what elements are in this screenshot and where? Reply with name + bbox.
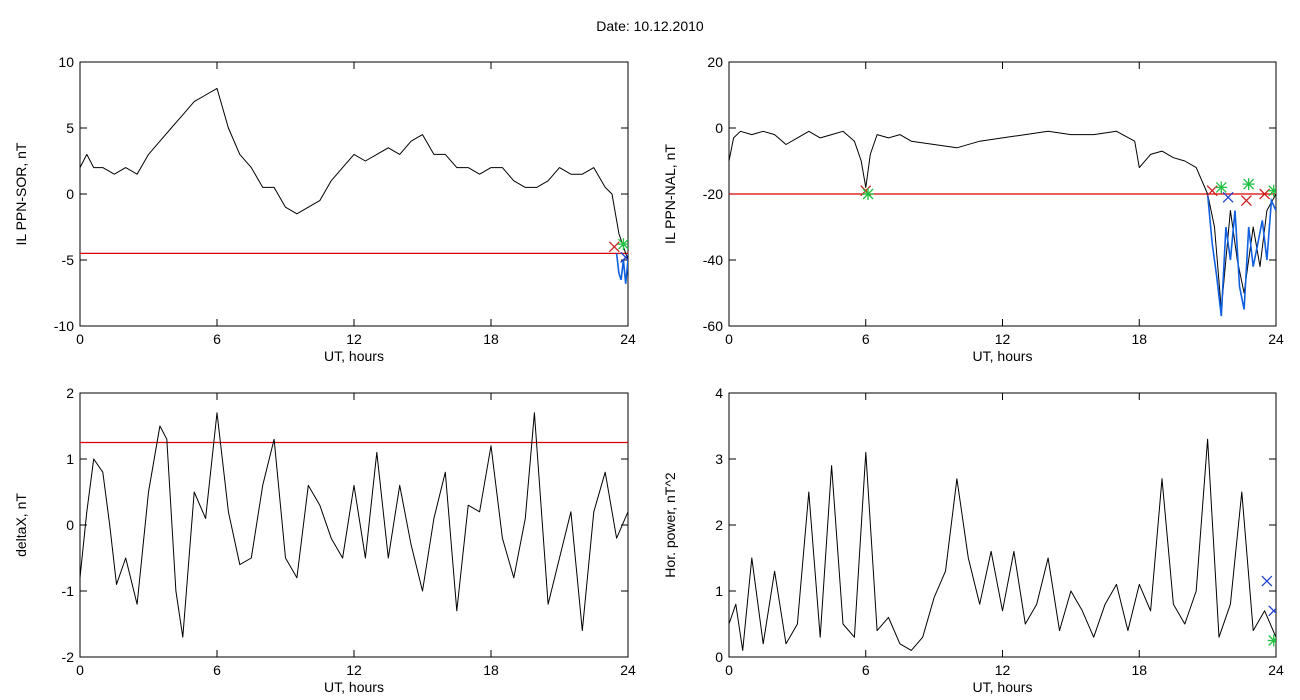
- x-tick-label: 12: [995, 331, 1011, 347]
- plot-area: [729, 130, 1276, 317]
- y-tick-label: 0: [715, 649, 723, 665]
- marker-blue-cross: [1261, 575, 1273, 587]
- marker-green-star: [1267, 184, 1276, 197]
- x-axis-label: UT, hours: [973, 348, 1033, 364]
- y-tick-label: -2: [62, 649, 75, 665]
- marker-green-star: [617, 238, 628, 251]
- x-tick-label: 24: [1268, 662, 1284, 678]
- x-tick-label: 18: [1131, 662, 1147, 678]
- y-tick-label: -40: [703, 252, 723, 268]
- y-tick-label: -60: [703, 318, 723, 334]
- x-tick-label: 18: [1131, 331, 1147, 347]
- y-tick-label: 0: [66, 186, 74, 202]
- x-tick-label: 6: [213, 662, 221, 678]
- y-tick-label: -10: [54, 318, 74, 334]
- y-tick-label: 3: [715, 451, 723, 467]
- x-tick-label: 6: [862, 662, 870, 678]
- y-axis-label: IL PPN-NAL, nT: [662, 144, 678, 244]
- figure-title: Date: 10.12.2010: [596, 18, 704, 34]
- x-tick-label: 0: [76, 662, 84, 678]
- panel-ppn-nal: 0 6 12 18 24 -60 -40 -20 0 20 UT, hours IL PPN-NAL,…: [662, 54, 1284, 364]
- y-tick-label: 0: [715, 120, 723, 136]
- marker-blue-cross: [1268, 605, 1276, 617]
- x-tick-label: 24: [1268, 331, 1284, 347]
- y-tick-label: 1: [66, 451, 74, 467]
- series-line: [729, 130, 1276, 310]
- marker-green-star: [1267, 634, 1276, 647]
- series-line: [80, 87, 628, 261]
- x-tick-label: 0: [76, 331, 84, 347]
- exceedance-line: [1206, 193, 1276, 317]
- plot-area: [80, 87, 628, 284]
- x-tick-label: 24: [620, 662, 636, 678]
- marker-blue-cross: [620, 251, 628, 263]
- y-tick-label: -1: [62, 583, 75, 599]
- series-line: [729, 438, 1276, 651]
- x-tick-label: 0: [725, 662, 733, 678]
- x-tick-label: 24: [620, 331, 636, 347]
- marker-green-star: [1215, 181, 1228, 194]
- y-tick-label: 4: [715, 385, 723, 401]
- y-tick-label: -20: [703, 186, 723, 202]
- panel-ppn-sor: 0 6 12 18 24 -10 -5 0 5 10 UT, hours IL PPN-SOR, nT: [13, 54, 636, 364]
- marker-red-cross: [1240, 195, 1252, 207]
- plot-area: [80, 412, 628, 638]
- y-axis-label: IL PPN-SOR, nT: [13, 142, 29, 245]
- x-tick-label: 12: [346, 331, 362, 347]
- plot-area: [729, 438, 1276, 651]
- y-tick-label: 10: [58, 54, 74, 70]
- y-axis-label: deltaX, nT: [13, 493, 29, 557]
- x-tick-label: 12: [346, 662, 362, 678]
- y-tick-label: 1: [715, 583, 723, 599]
- x-axis-label: UT, hours: [324, 679, 384, 695]
- x-axis-label: UT, hours: [973, 679, 1033, 695]
- marker-green-star: [1242, 178, 1255, 191]
- y-tick-label: 20: [707, 54, 723, 70]
- marker-blue-cross: [1222, 191, 1234, 203]
- x-axis-label: UT, hours: [324, 348, 384, 364]
- x-tick-label: 18: [483, 331, 499, 347]
- y-tick-label: 0: [66, 517, 74, 533]
- marker-green-star: [862, 188, 875, 200]
- x-tick-label: 6: [862, 331, 870, 347]
- y-tick-label: 2: [66, 385, 74, 401]
- marker-red-cross: [608, 241, 620, 253]
- exceedance-line: [615, 253, 628, 284]
- x-tick-label: 6: [213, 331, 221, 347]
- plot-frame: [79, 392, 629, 658]
- y-axis-label: Hor. power, nT^2: [662, 472, 678, 578]
- y-tick-label: 5: [66, 120, 74, 136]
- x-tick-label: 0: [725, 331, 733, 347]
- series-line: [80, 412, 628, 638]
- x-tick-label: 18: [483, 662, 499, 678]
- plot-frame: [79, 61, 629, 327]
- x-tick-label: 12: [995, 662, 1011, 678]
- y-tick-label: -5: [62, 252, 75, 268]
- y-tick-label: 2: [715, 517, 723, 533]
